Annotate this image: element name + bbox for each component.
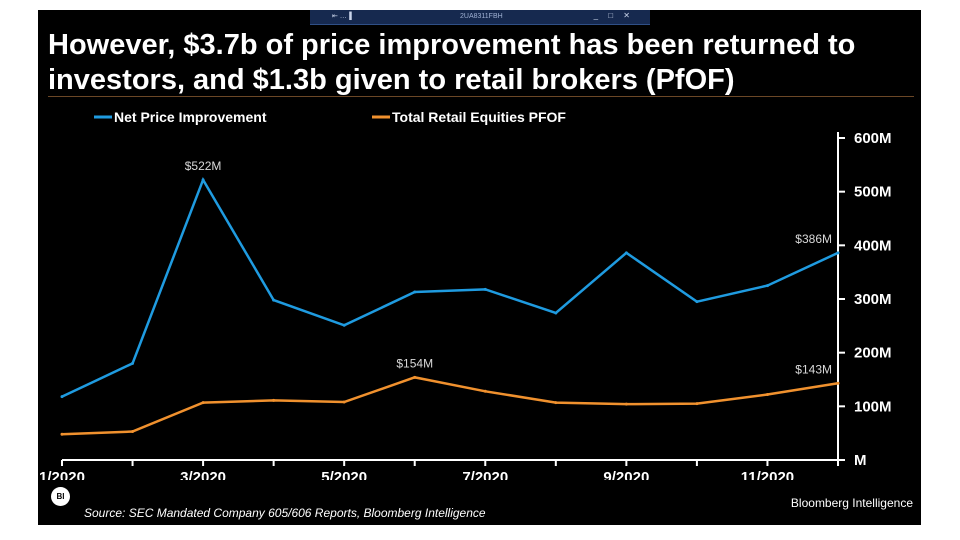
data-label: $386M [795,232,832,246]
data-point [272,298,276,302]
data-point [342,400,346,404]
footer: BI Source: SEC Mandated Company 605/606 … [48,487,568,523]
data-point [413,290,417,294]
x-tick-label: 5/2020 [321,469,367,480]
source-note: Source: SEC Mandated Company 605/606 Rep… [84,506,486,520]
bi-logo-icon: BI [51,487,70,506]
data-point [483,389,487,393]
title-divider [48,96,914,97]
data-point [201,401,205,405]
data-point [695,402,699,406]
window-title-bar[interactable]: ⇤ …▐ 2UA8311FBH _ □ ✕ [310,10,650,25]
legend-label: Net Price Improvement [114,109,267,125]
x-tick-label: 1/2020 [39,469,85,480]
data-point [554,401,558,405]
data-point [554,311,558,315]
data-point [342,323,346,327]
data-label: $522M [185,159,222,173]
title-bar-text: 2UA8311FBH [460,13,503,20]
data-label: $143M [795,362,832,376]
data-point [60,395,64,399]
data-point [131,430,135,434]
data-point [60,432,64,436]
brand-label: Bloomberg Intelligence [790,496,913,510]
data-point [836,381,840,385]
data-point [624,251,628,255]
y-tick-label: 600M [854,130,892,147]
series-line-net-price-improvement [61,176,839,398]
x-tick-label: 7/2020 [462,469,508,480]
data-point [483,287,487,291]
title-bar-left-icons[interactable]: ⇤ …▐ [332,13,352,20]
data-point [695,300,699,304]
y-tick-label: 200M [854,345,892,362]
y-tick-label: 300M [854,291,892,308]
series-line-retail-pfof [61,376,839,436]
data-point [836,251,840,255]
data-point [272,398,276,402]
data-label: $154M [396,356,433,370]
y-tick-label: 100M [854,398,892,415]
slide-title: However, $3.7b of price improvement has … [48,29,856,96]
data-point [131,361,135,365]
data-point [201,178,205,182]
y-tick-label: 400M [854,237,892,254]
data-point [765,284,769,288]
y-tick-label: M [854,452,867,469]
x-tick-label: 11/2020 [741,469,794,480]
line-chart: M 100M 200M 300M 400M 500M 600M 1/2020 3/2020 5/2… [39,109,892,480]
x-tick-label: 3/2020 [180,469,226,480]
data-point [624,402,628,406]
legend-label: Total Retail Equities PFOF [392,109,566,125]
data-point [765,393,769,397]
window-controls-icon[interactable]: _ □ ✕ [593,11,634,20]
y-tick-label: 500M [854,184,892,201]
data-point [413,375,417,379]
slide: ⇤ …▐ 2UA8311FBH _ □ ✕ However, $3.7b of … [38,10,921,525]
x-tick-label: 9/2020 [603,469,649,480]
